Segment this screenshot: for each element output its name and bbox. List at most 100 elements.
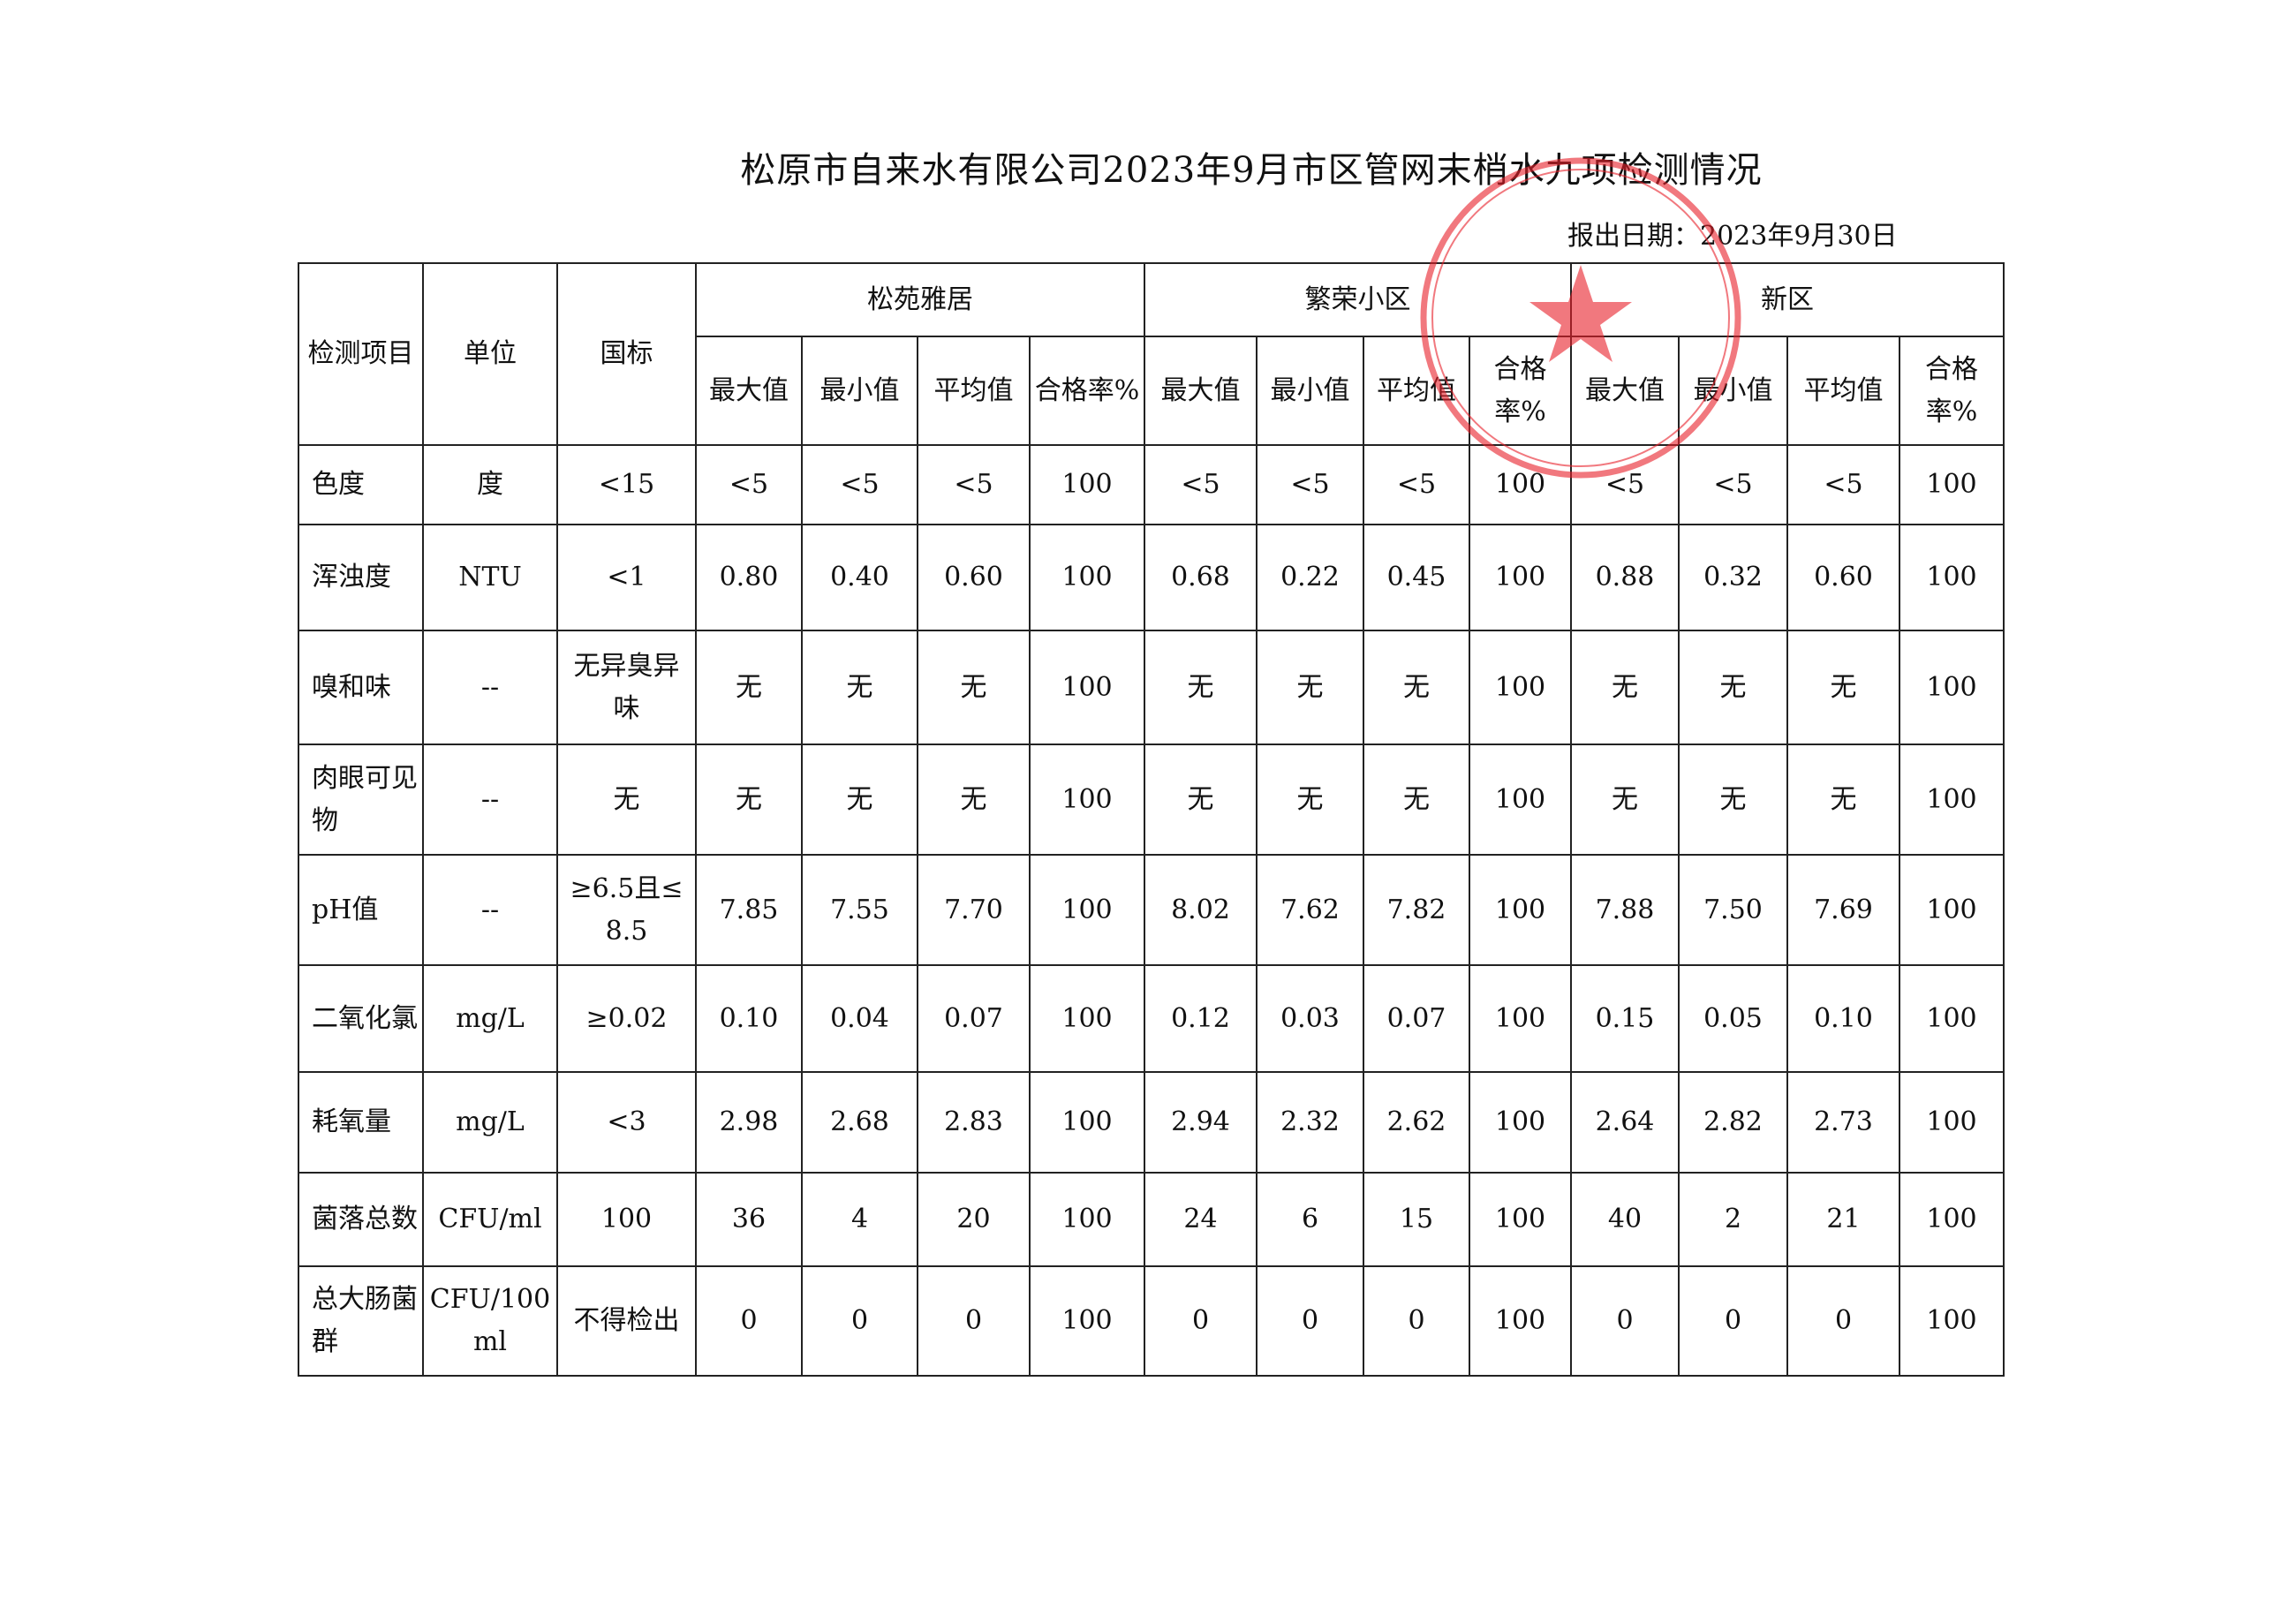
item-name: 色度 [298,444,424,525]
value-cell: 7.62 [1256,854,1364,966]
value-cell: <5 [1678,444,1788,525]
value-cell: <5 [1256,444,1364,525]
item-name: 二氧化氯 [298,964,424,1073]
value-cell: 无 [1678,630,1788,745]
subheader-3: 合格率% [1469,336,1572,446]
value-cell: 0 [917,1265,1031,1377]
value-cell: 2.64 [1570,1071,1680,1174]
value-cell: 100 [1029,964,1145,1073]
unit: mg/L [422,1071,558,1174]
unit: CFU/100ml [422,1265,558,1377]
value-cell: 100 [1469,1172,1572,1267]
subheader-2: 平均值 [1363,336,1470,446]
value-cell: 0 [1256,1265,1364,1377]
unit: -- [422,630,558,745]
value-cell: 100 [1469,1265,1572,1377]
value-cell: 100 [1029,854,1145,966]
value-cell: 100 [1899,524,2005,631]
value-cell: 2 [1678,1172,1788,1267]
value-cell: 无 [1363,630,1470,745]
value-cell: 2.62 [1363,1071,1470,1174]
value-cell: 0.10 [695,964,803,1073]
value-cell: 20 [917,1172,1031,1267]
value-cell: 100 [1899,1172,2005,1267]
value-cell: 无 [1144,744,1258,856]
value-cell: 40 [1570,1172,1680,1267]
value-cell: 100 [1899,1071,2005,1174]
value-cell: 0.60 [1786,524,1900,631]
value-cell: 0.32 [1678,524,1788,631]
value-cell: 100 [1029,1265,1145,1377]
value-cell: 无 [1256,744,1364,856]
value-cell: 100 [1029,1172,1145,1267]
value-cell: 0 [1363,1265,1470,1377]
table-row: 浑浊度 NTU <1 0.80 0.40 0.60 100 0.68 0.22 0.45 100 0.… [298,524,2005,631]
value-cell: 无 [1786,630,1900,745]
unit: 度 [422,444,558,525]
value-cell: 7.82 [1363,854,1470,966]
value-cell: 无 [1144,630,1258,745]
header-unit: 单位 [422,262,558,446]
subheader-1: 最小值 [1256,336,1364,446]
value-cell: 0.60 [917,524,1031,631]
value-cell: 21 [1786,1172,1900,1267]
value-cell: 100 [1469,744,1572,856]
value-cell: 2.73 [1786,1071,1900,1174]
value-cell: 100 [1899,1265,2005,1377]
value-cell: 2.83 [917,1071,1031,1174]
value-cell: 7.70 [917,854,1031,966]
value-cell: 100 [1029,630,1145,745]
item-name: 菌落总数 [298,1172,424,1267]
value-cell: 2.98 [695,1071,803,1174]
value-cell: 7.69 [1786,854,1900,966]
standard: ≥6.5且≤8.5 [556,854,697,966]
value-cell: 7.88 [1570,854,1680,966]
value-cell: <5 [1363,444,1470,525]
value-cell: 100 [1469,630,1572,745]
value-cell: 15 [1363,1172,1470,1267]
value-cell: 100 [1029,444,1145,525]
value-cell: 0.07 [917,964,1031,1073]
subheader-0: 最大值 [695,336,803,446]
header-group-2: 新区 [1570,262,2005,337]
value-cell: 100 [1029,1071,1145,1174]
table-row: pH值 -- ≥6.5且≤8.5 7.85 7.55 7.70 100 8.02 7.62 7.8… [298,854,2005,966]
value-cell: 0 [1570,1265,1680,1377]
table-row: 耗氧量 mg/L <3 2.98 2.68 2.83 100 2.94 2.32 2.62 100 2… [298,1071,2005,1174]
item-name: 嗅和味 [298,630,424,745]
header-item: 检测项目 [298,262,424,446]
item-name: 肉眼可见物 [298,744,424,856]
value-cell: 100 [1469,524,1572,631]
item-name: pH值 [298,854,424,966]
value-cell: 0 [801,1265,918,1377]
value-cell: 0.88 [1570,524,1680,631]
standard: 无 [556,744,697,856]
table-row: 色度度 <15 <5 <5 <5 100 <5 <5 <5 100 <5 <5 <5 100 [298,444,2005,525]
value-cell: 0.12 [1144,964,1258,1073]
value-cell: 0.04 [801,964,918,1073]
unit: NTU [422,524,558,631]
value-cell: <5 [917,444,1031,525]
value-cell: 4 [801,1172,918,1267]
value-cell: 无 [1363,744,1470,856]
value-cell: 100 [1469,964,1572,1073]
subheader-1: 最小值 [801,336,918,446]
value-cell: 2.32 [1256,1071,1364,1174]
table-row: 总大肠菌群 CFU/100ml 不得检出 0 0 0 100 0 0 0 100 0 0 0 100 [298,1265,2005,1377]
value-cell: 100 [1029,524,1145,631]
value-cell: 7.50 [1678,854,1788,966]
standard: ≥0.02 [556,964,697,1073]
value-cell: 100 [1899,744,2005,856]
value-cell: <5 [1786,444,1900,525]
value-cell: 无 [695,744,803,856]
subheader-2: 平均值 [917,336,1031,446]
value-cell: 0.40 [801,524,918,631]
value-cell: 24 [1144,1172,1258,1267]
standard: 不得检出 [556,1265,697,1377]
value-cell: 100 [1469,444,1572,525]
table-row: 二氧化氯 mg/L ≥0.02 0.10 0.04 0.07 100 0.12 0.03 0.07… [298,964,2005,1073]
value-cell: 无 [917,744,1031,856]
value-cell: 无 [1256,630,1364,745]
report-date: 报出日期：2023年9月30日 [1567,221,1898,252]
standard: <15 [556,444,697,525]
